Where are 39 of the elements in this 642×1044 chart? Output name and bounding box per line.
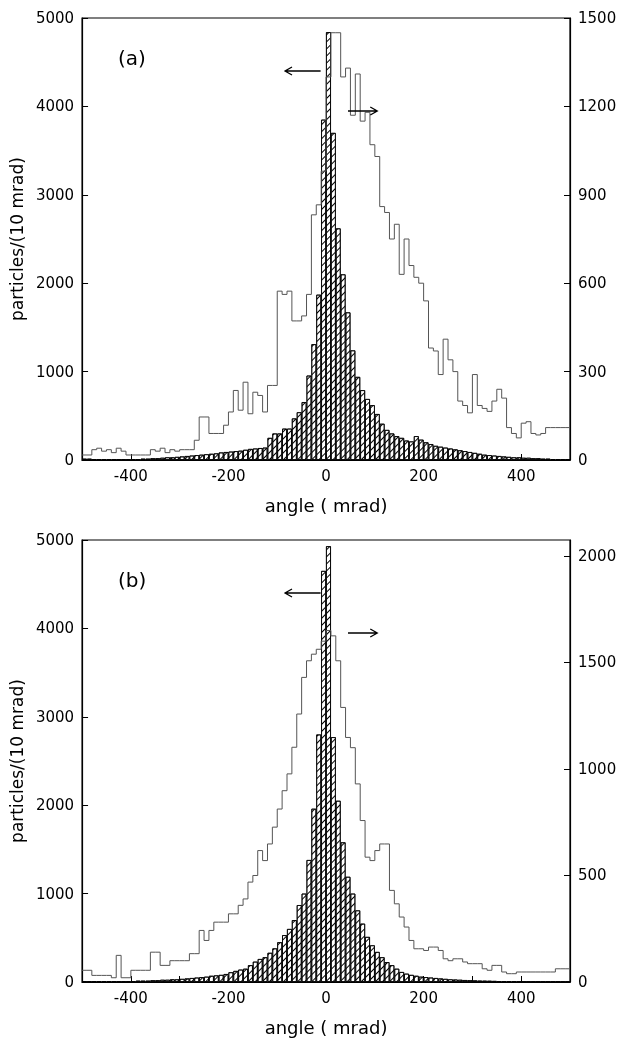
x-tick-label: -200 — [211, 988, 246, 1007]
y-axis-title: particles/(10 mrad) — [6, 157, 27, 321]
y-axis-title: particles/(10 mrad) — [6, 679, 27, 843]
x-tick-label: -400 — [113, 466, 148, 485]
x-axis-title: angle ( mrad) — [264, 494, 388, 516]
x-tick-label: 0 — [321, 466, 331, 485]
x-tick-label: 200 — [409, 988, 438, 1007]
y2-tick-label: 1000 — [578, 759, 617, 778]
x-tick-label: -200 — [211, 466, 246, 485]
y2-tick-label: 2000 — [578, 546, 617, 565]
y-tick-label: 5000 — [35, 9, 75, 27]
y2-tick-label: 600 — [578, 274, 607, 293]
y2-tick-label: 900 — [578, 185, 607, 204]
x-tick-label: 400 — [506, 466, 536, 485]
y-tick-label: 1000 — [35, 362, 75, 381]
y-tick-label: 4000 — [35, 97, 75, 116]
x-tick-label: 0 — [321, 988, 331, 1007]
y-tick-label: 0 — [64, 973, 75, 991]
y-tick-label: 5000 — [35, 531, 75, 549]
y-tick-label: 4000 — [35, 619, 75, 638]
y2-tick-label: 500 — [578, 866, 607, 885]
y2-tick-label: 1500 — [578, 653, 617, 672]
y2-tick-label: 300 — [578, 362, 607, 381]
y-tick-label: 3000 — [35, 707, 75, 726]
y-tick-label: 1000 — [35, 884, 75, 903]
x-tick-label: -400 — [113, 988, 148, 1007]
annotation: (a) — [118, 46, 146, 70]
y2-tick-label: 1500 — [578, 9, 617, 27]
annotation: (b) — [118, 568, 147, 592]
y2-tick-label: 0 — [578, 451, 588, 469]
y2-tick-label: 1200 — [578, 97, 617, 116]
y-tick-label: 2000 — [35, 796, 75, 815]
x-tick-label: 400 — [506, 988, 536, 1007]
y2-tick-label: 0 — [578, 973, 588, 991]
x-axis-title: angle ( mrad) — [264, 1016, 388, 1038]
y-tick-label: 0 — [64, 451, 75, 469]
x-tick-label: 200 — [409, 466, 438, 485]
y-tick-label: 2000 — [35, 274, 75, 293]
y-tick-label: 3000 — [35, 185, 75, 204]
